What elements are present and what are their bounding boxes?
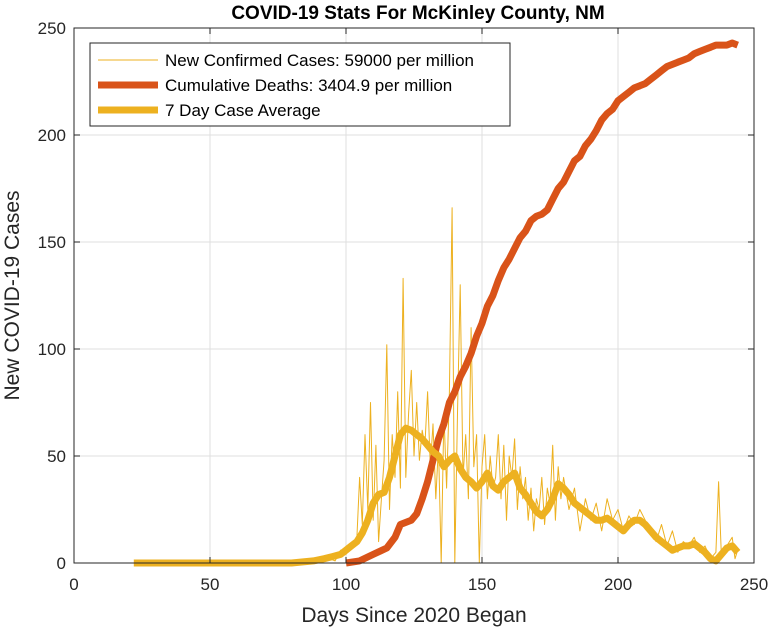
y-tick-label: 250 — [38, 19, 66, 38]
series-layer — [133, 39, 741, 567]
y-tick-label: 50 — [47, 447, 66, 466]
legend-label-7day-average: 7 Day Case Average — [165, 101, 321, 120]
x-tick-label: 150 — [468, 575, 496, 594]
plot-frame — [73, 27, 755, 564]
x-tick-label: 0 — [69, 575, 78, 594]
x-tick-label: 50 — [201, 575, 220, 594]
legend-label-new-cases: New Confirmed Cases: 59000 per million — [165, 51, 474, 70]
x-tick-label: 200 — [604, 575, 632, 594]
x-tick-label: 100 — [332, 575, 360, 594]
y-tick-label: 200 — [38, 126, 66, 145]
legend-label-cumulative-deaths: Cumulative Deaths: 3404.9 per million — [165, 76, 452, 95]
legend: New Confirmed Cases: 59000 per million C… — [89, 42, 511, 127]
x-axis-label: Days Since 2020 Began — [301, 604, 526, 627]
y-tick-label: 0 — [57, 554, 66, 573]
y-axis-label: New COVID-19 Cases — [1, 190, 24, 400]
axis-ticks: 0 50 100 150 200 250 0 50 100 150 200 250 — [38, 19, 769, 594]
seven-day-average-line — [133, 424, 741, 567]
x-tick-label: 250 — [740, 575, 768, 594]
legend-box — [89, 42, 511, 127]
y-tick-label: 100 — [38, 340, 66, 359]
cumulative-deaths-line — [345, 39, 739, 567]
chart-title: COVID-19 Stats For McKinley County, NM — [231, 3, 604, 24]
y-tick-label: 150 — [38, 233, 66, 252]
